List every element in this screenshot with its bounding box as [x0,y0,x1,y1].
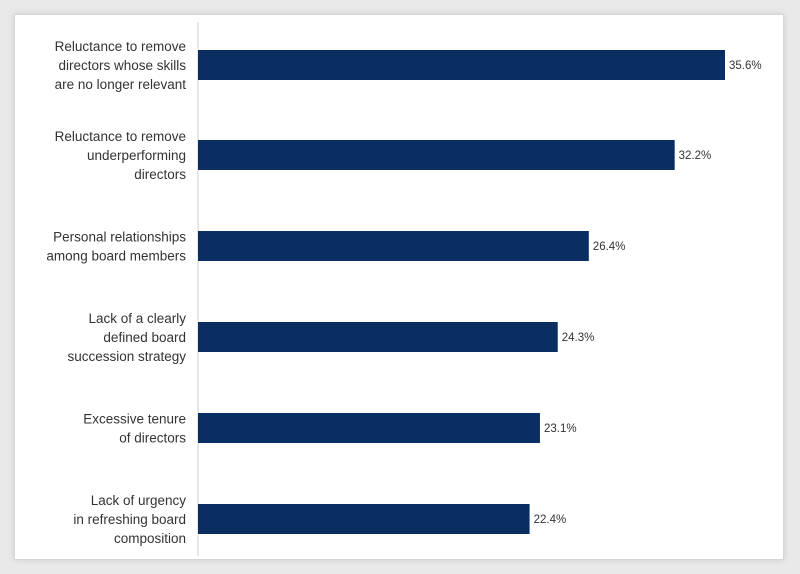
bar [198,231,589,261]
category-label-line: directors whose skills [58,58,186,73]
data-label: 23.1% [544,423,577,435]
category-label-line: succession strategy [67,349,186,364]
category-label-line: composition [114,531,186,546]
data-label: 26.4% [593,241,626,253]
category-label-line: directors [134,167,186,182]
bar [198,140,675,170]
data-label: 32.2% [679,150,712,162]
category-label-line: in refreshing board [73,512,186,527]
bar [198,50,725,80]
category-label-line: of directors [119,431,186,446]
bar [198,504,530,534]
category-label-line: Personal relationships [53,230,186,245]
category-label: Excessive tenure of directors [83,412,186,446]
category-label-line: Excessive tenure [83,412,186,427]
category-label-line: among board members [46,249,186,264]
category-label: Lack of urgency in refreshing board compos… [73,493,186,546]
category-label-line: underperforming [87,148,186,163]
chart-frame [14,14,784,560]
category-label-line: Lack of a clearly [88,311,186,326]
category-label: Personal relationships among board member… [46,230,186,264]
data-label: 24.3% [562,332,595,344]
data-label: 35.6% [729,60,762,72]
bar [198,413,540,443]
category-label-line: Reluctance to remove [55,39,186,54]
category-label-line: Reluctance to remove [55,129,186,144]
category-label: Lack of a clearly defined board succession… [67,311,186,364]
category-label-line: are no longer relevant [55,77,187,92]
category-label: Reluctance to remove directors whose skil… [55,39,187,92]
category-label-line: Lack of urgency [91,493,187,508]
category-label-line: defined board [103,330,186,345]
category-label: Reluctance to remove underperforming direc… [55,129,187,182]
bar [198,322,558,352]
data-label: 22.4% [534,514,567,526]
